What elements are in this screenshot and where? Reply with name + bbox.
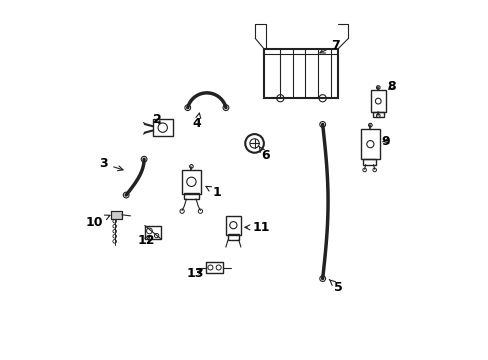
Text: 4: 4 bbox=[192, 113, 201, 130]
Bar bbox=[264, 49, 337, 98]
Text: 8: 8 bbox=[386, 80, 395, 93]
Text: 9: 9 bbox=[380, 135, 389, 148]
Bar bbox=[360, 129, 379, 159]
Text: 3: 3 bbox=[100, 157, 123, 171]
Text: 5: 5 bbox=[328, 279, 342, 294]
Bar bbox=[227, 234, 238, 240]
Bar bbox=[372, 112, 383, 117]
Text: 1: 1 bbox=[205, 186, 221, 199]
Text: 7: 7 bbox=[319, 39, 340, 53]
Text: 2: 2 bbox=[153, 113, 162, 126]
Bar bbox=[370, 90, 385, 112]
Bar bbox=[111, 211, 122, 219]
Text: 10: 10 bbox=[86, 215, 110, 229]
Bar bbox=[152, 119, 172, 136]
Bar bbox=[111, 211, 122, 219]
Bar bbox=[182, 170, 201, 194]
Bar bbox=[183, 193, 199, 199]
Bar bbox=[225, 216, 241, 234]
Text: 13: 13 bbox=[186, 267, 203, 280]
Text: 12: 12 bbox=[137, 234, 154, 247]
Text: 6: 6 bbox=[259, 146, 269, 162]
Bar bbox=[363, 159, 375, 165]
Text: 11: 11 bbox=[244, 221, 270, 234]
